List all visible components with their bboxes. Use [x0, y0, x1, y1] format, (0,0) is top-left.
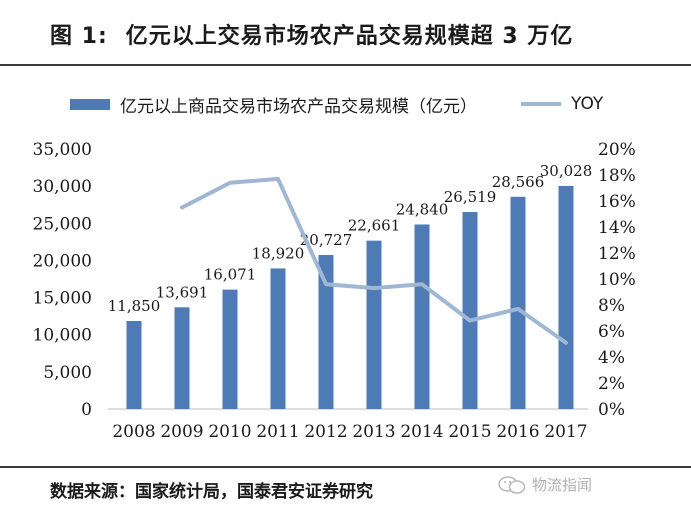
right-axis-tick-label: 14% — [598, 218, 636, 238]
x-axis-tick-label: 2015 — [448, 422, 491, 442]
bar — [510, 196, 526, 409]
right-axis-tick-label: 6% — [598, 322, 625, 342]
bar-data-label: 28,566 — [492, 173, 545, 191]
x-axis-tick-label: 2013 — [352, 422, 395, 442]
bar-data-label: 20,727 — [300, 231, 353, 249]
right-axis-tick-label: 18% — [598, 166, 636, 186]
x-axis-tick-label: 2016 — [496, 422, 539, 442]
left-axis-tick-label: 5,000 — [43, 363, 92, 383]
x-axis-tick-label: 2010 — [208, 422, 251, 442]
x-axis-tick-label: 2014 — [400, 422, 443, 442]
right-axis-tick-label: 2% — [598, 374, 625, 394]
title-bar: 图 1: 亿元以上交易市场农产品交易规模超 3 万亿 — [0, 0, 691, 66]
legend-line-label: YOY — [571, 94, 604, 114]
bar-data-label: 11,850 — [108, 297, 161, 315]
wechat-icon — [498, 475, 526, 494]
watermark: 物流指闻 — [498, 474, 592, 495]
right-axis-tick-label: 4% — [598, 348, 625, 368]
right-axis-tick-label: 10% — [598, 270, 636, 290]
bar — [270, 268, 286, 409]
bar — [414, 224, 430, 409]
source-note: 数据来源：国家统计局，国泰君安证券研究 — [50, 482, 373, 502]
x-axis-tick-label: 2009 — [160, 422, 203, 442]
right-axis-tick-label: 20% — [598, 140, 636, 160]
bar-data-label: 22,661 — [348, 217, 401, 235]
legend-bar-label: 亿元以上商品交易市场农产品交易规模（亿元） — [120, 96, 477, 117]
bar-data-label: 13,691 — [156, 283, 209, 301]
x-axis-tick-label: 2017 — [544, 422, 587, 442]
right-axis-tick-label: 12% — [598, 244, 636, 264]
left-axis-tick-label: 30,000 — [33, 177, 92, 197]
bar-data-label: 24,840 — [396, 200, 449, 218]
figure-title: 图 1: 亿元以上交易市场农产品交易规模超 3 万亿 — [50, 18, 573, 50]
left-axis-tick-label: 0 — [81, 400, 92, 420]
legend-line-swatch — [521, 102, 561, 106]
chart-legend: 亿元以上商品交易市场农产品交易规模（亿元） YOY — [70, 90, 603, 118]
x-axis-tick-label: 2008 — [112, 422, 155, 442]
left-axis-tick-label: 35,000 — [33, 140, 92, 160]
right-axis-tick-label: 0% — [598, 400, 625, 420]
bar — [174, 307, 190, 409]
left-axis-tick-label: 15,000 — [33, 289, 92, 309]
bar — [558, 185, 574, 409]
left-axis-tick-label: 20,000 — [33, 251, 92, 271]
bar — [366, 240, 382, 409]
watermark-text: 物流指闻 — [532, 476, 593, 494]
x-axis-tick-label: 2011 — [256, 422, 299, 442]
bar — [126, 320, 142, 409]
legend-item-bar: 亿元以上商品交易市场农产品交易规模（亿元） — [70, 92, 477, 117]
bar — [318, 255, 334, 409]
bar-data-label: 26,519 — [444, 188, 497, 206]
right-axis-tick-label: 16% — [598, 192, 636, 212]
bar-data-label: 16,071 — [204, 266, 257, 284]
footer-divider — [0, 466, 691, 468]
figure-title-text: 亿元以上交易市场农产品交易规模超 3 万亿 — [125, 24, 574, 49]
bar-data-label: 30,028 — [540, 162, 593, 180]
left-axis-tick-label: 25,000 — [33, 214, 92, 234]
figure-number: 图 1: — [50, 24, 108, 49]
left-axis-tick-label: 10,000 — [33, 326, 92, 346]
bar — [222, 289, 238, 409]
bar-data-label: 18,920 — [252, 244, 305, 262]
legend-item-line: YOY — [477, 94, 603, 114]
x-axis-tick-label: 2012 — [304, 422, 347, 442]
legend-bar-swatch — [70, 98, 110, 110]
bar — [462, 212, 478, 409]
right-axis-tick-label: 8% — [598, 296, 625, 316]
